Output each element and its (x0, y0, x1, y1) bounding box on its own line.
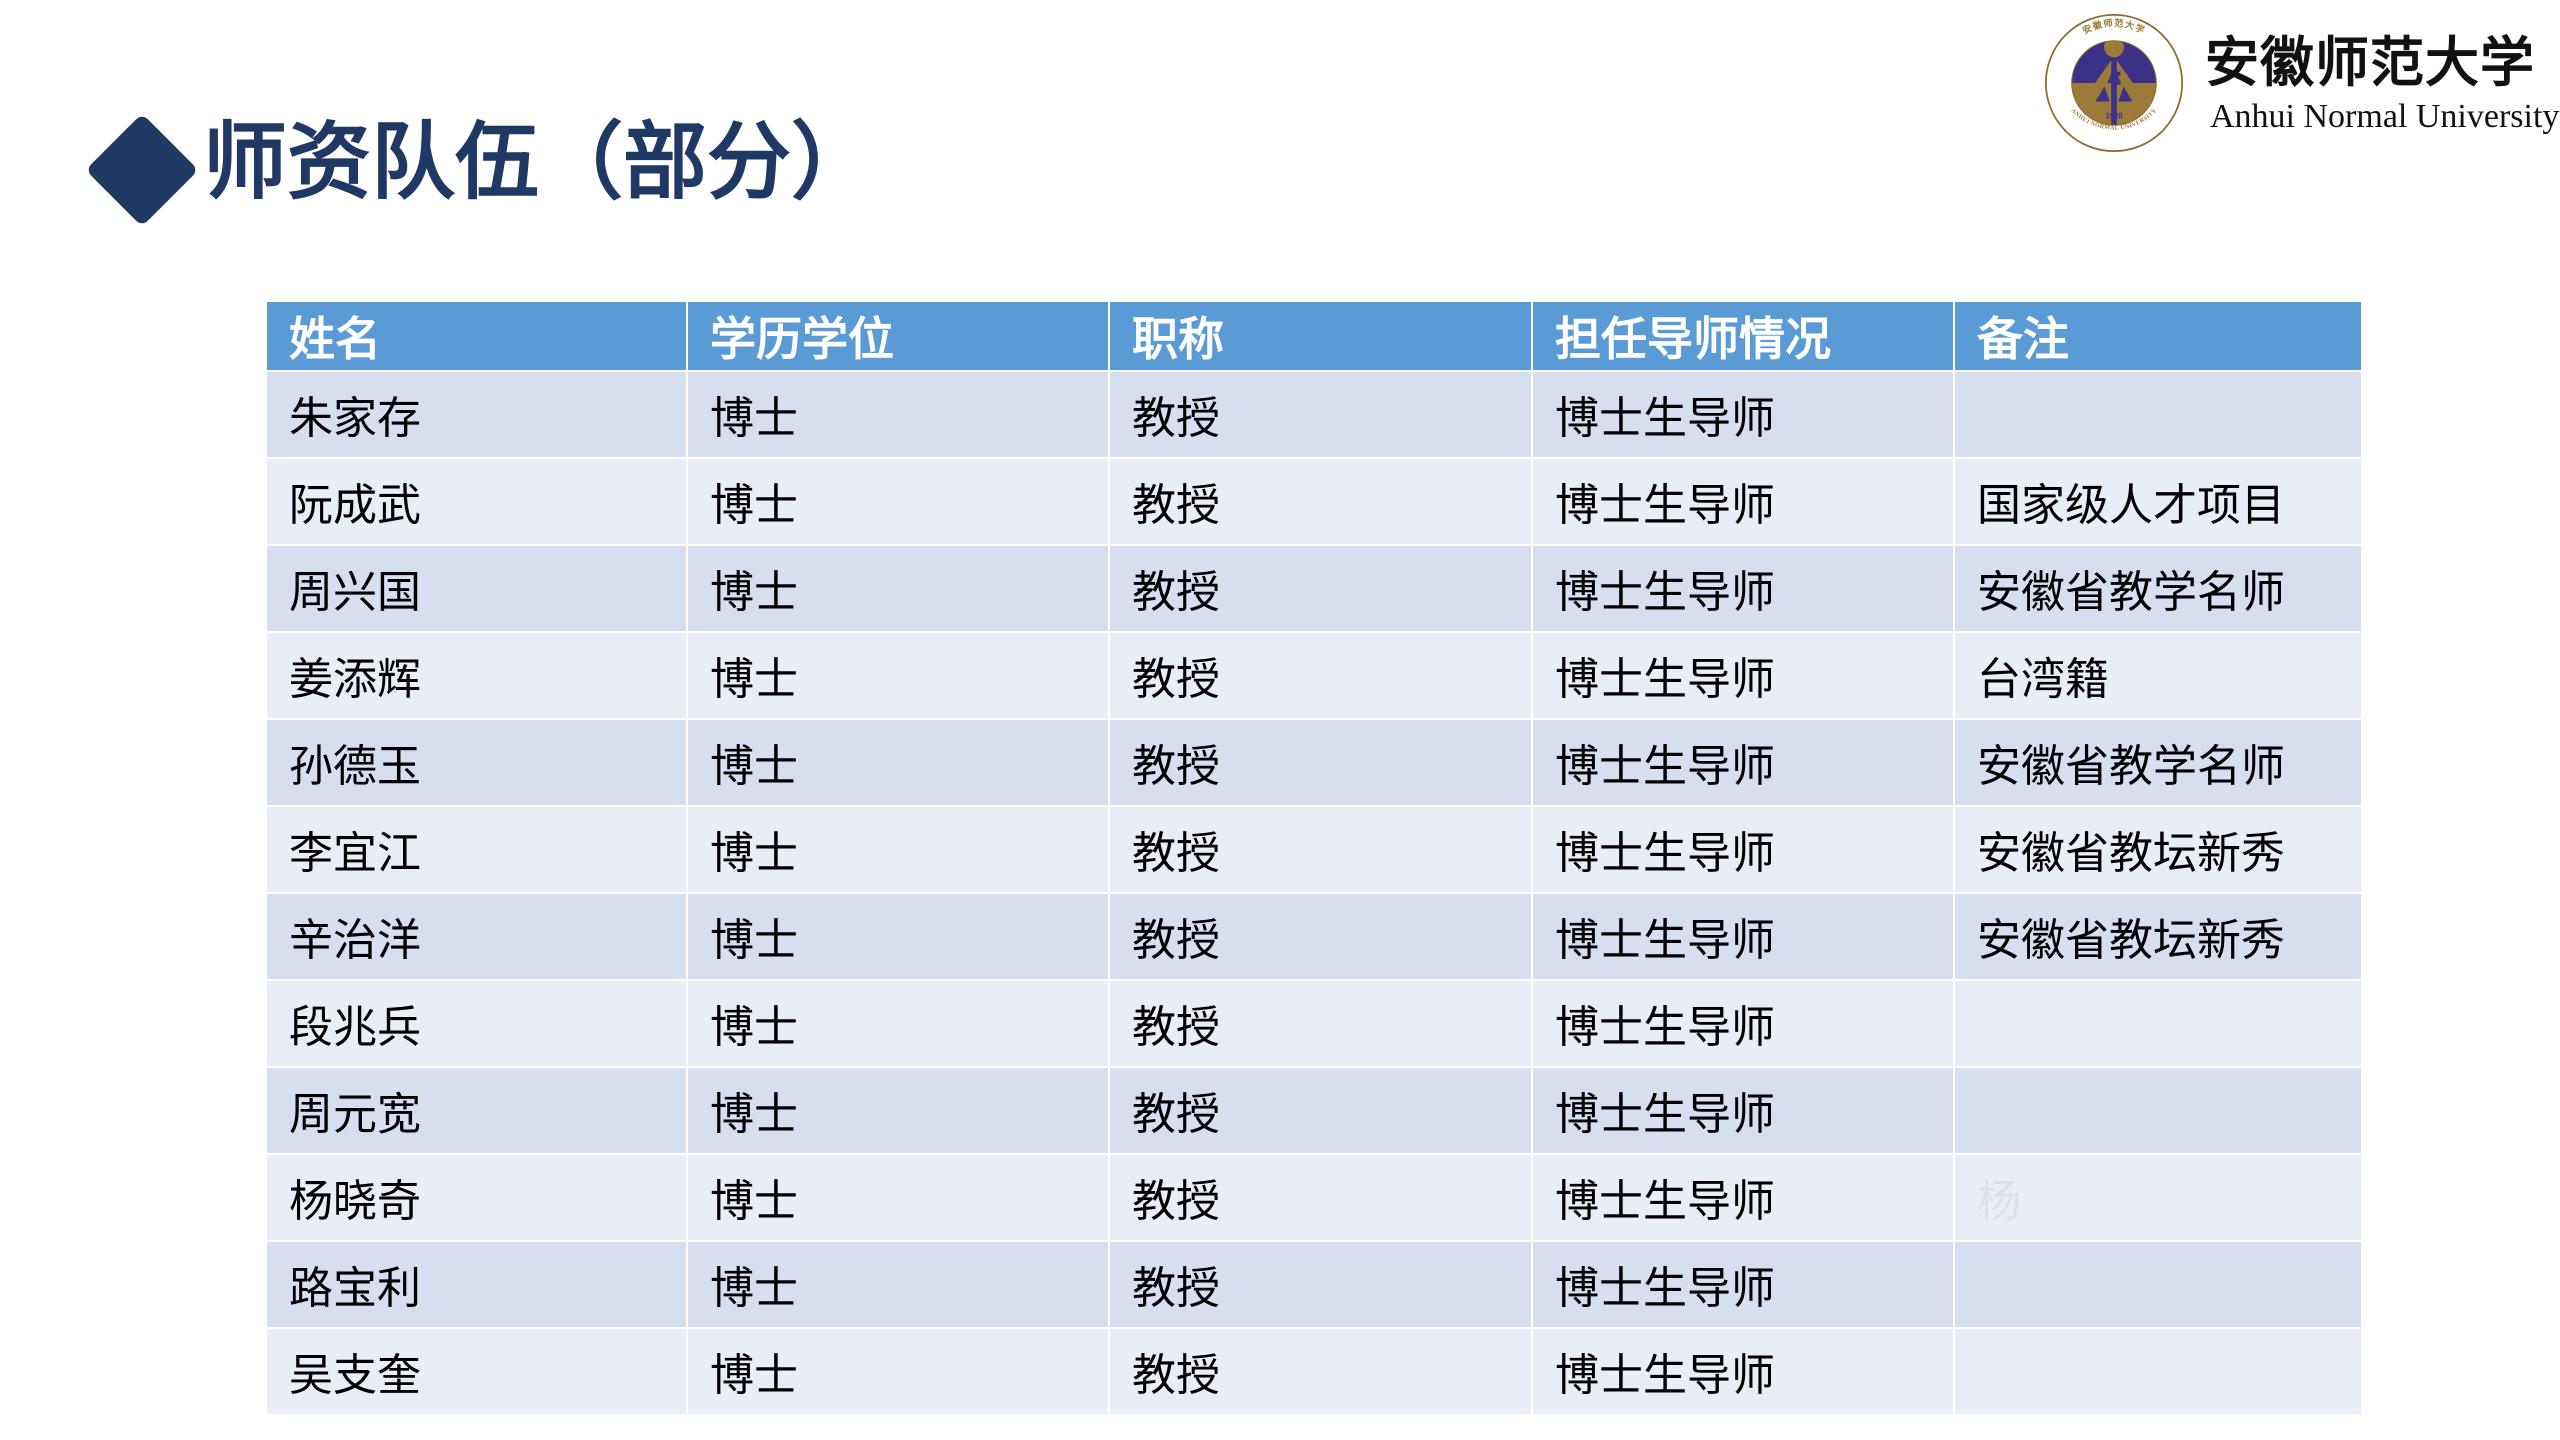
svg-text:1928: 1928 (2105, 112, 2123, 121)
